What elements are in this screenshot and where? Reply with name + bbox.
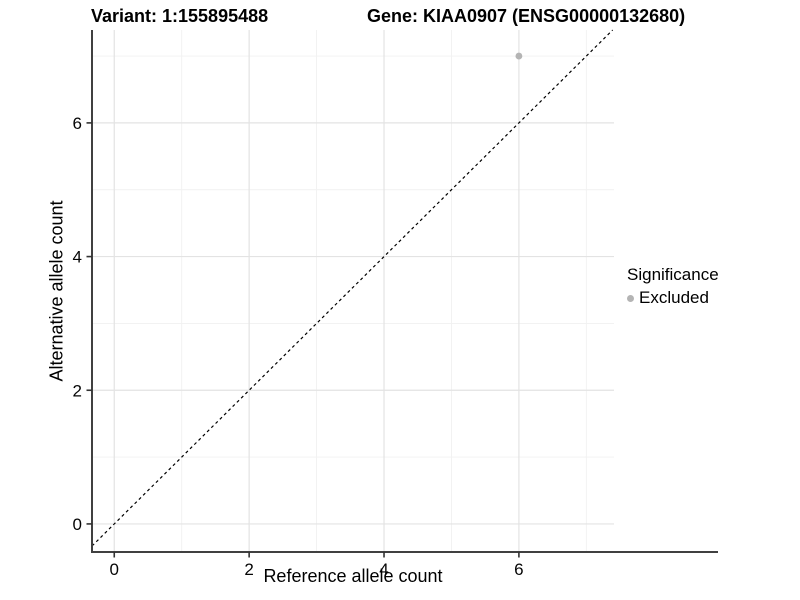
legend-entry: Excluded [627, 288, 719, 308]
data-point [515, 52, 523, 60]
y-tick-label: 0 [73, 515, 82, 534]
y-axis-label: Alternative allele count [46, 200, 67, 382]
x-tick-label: 2 [244, 560, 253, 579]
chart-title-variant: Variant: 1:155895488 [91, 6, 269, 26]
x-tick-label: 0 [110, 560, 119, 579]
x-tick-label: 4 [379, 560, 388, 579]
x-tick-label: 6 [514, 560, 523, 579]
y-tick-label: 6 [73, 114, 82, 133]
legend-title: Significance [627, 265, 719, 284]
identity-line [91, 29, 614, 547]
legend: Significance Excluded [627, 265, 719, 308]
x-axis-label: Reference allele count [263, 566, 443, 586]
y-tick-label: 4 [73, 248, 82, 267]
legend-marker-icon [627, 294, 634, 302]
chart-title-gene: Gene: KIAA0907 (ENSG00000132680) [367, 6, 686, 26]
legend-entry-label: Excluded [639, 288, 709, 307]
y-tick-label: 2 [73, 381, 82, 400]
